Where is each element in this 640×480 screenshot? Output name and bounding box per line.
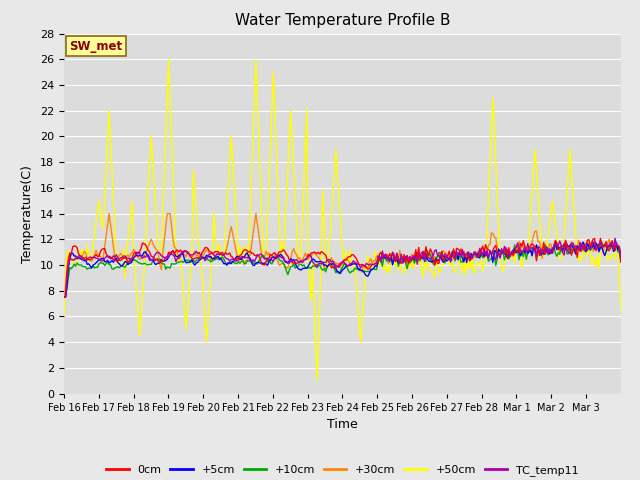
- X-axis label: Time: Time: [327, 418, 358, 431]
- Title: Water Temperature Profile B: Water Temperature Profile B: [235, 13, 450, 28]
- Legend: 0cm, +5cm, +10cm, +30cm, +50cm, TC_temp11: 0cm, +5cm, +10cm, +30cm, +50cm, TC_temp1…: [102, 460, 583, 480]
- Text: SW_met: SW_met: [70, 40, 123, 53]
- Y-axis label: Temperature(C): Temperature(C): [22, 165, 35, 263]
